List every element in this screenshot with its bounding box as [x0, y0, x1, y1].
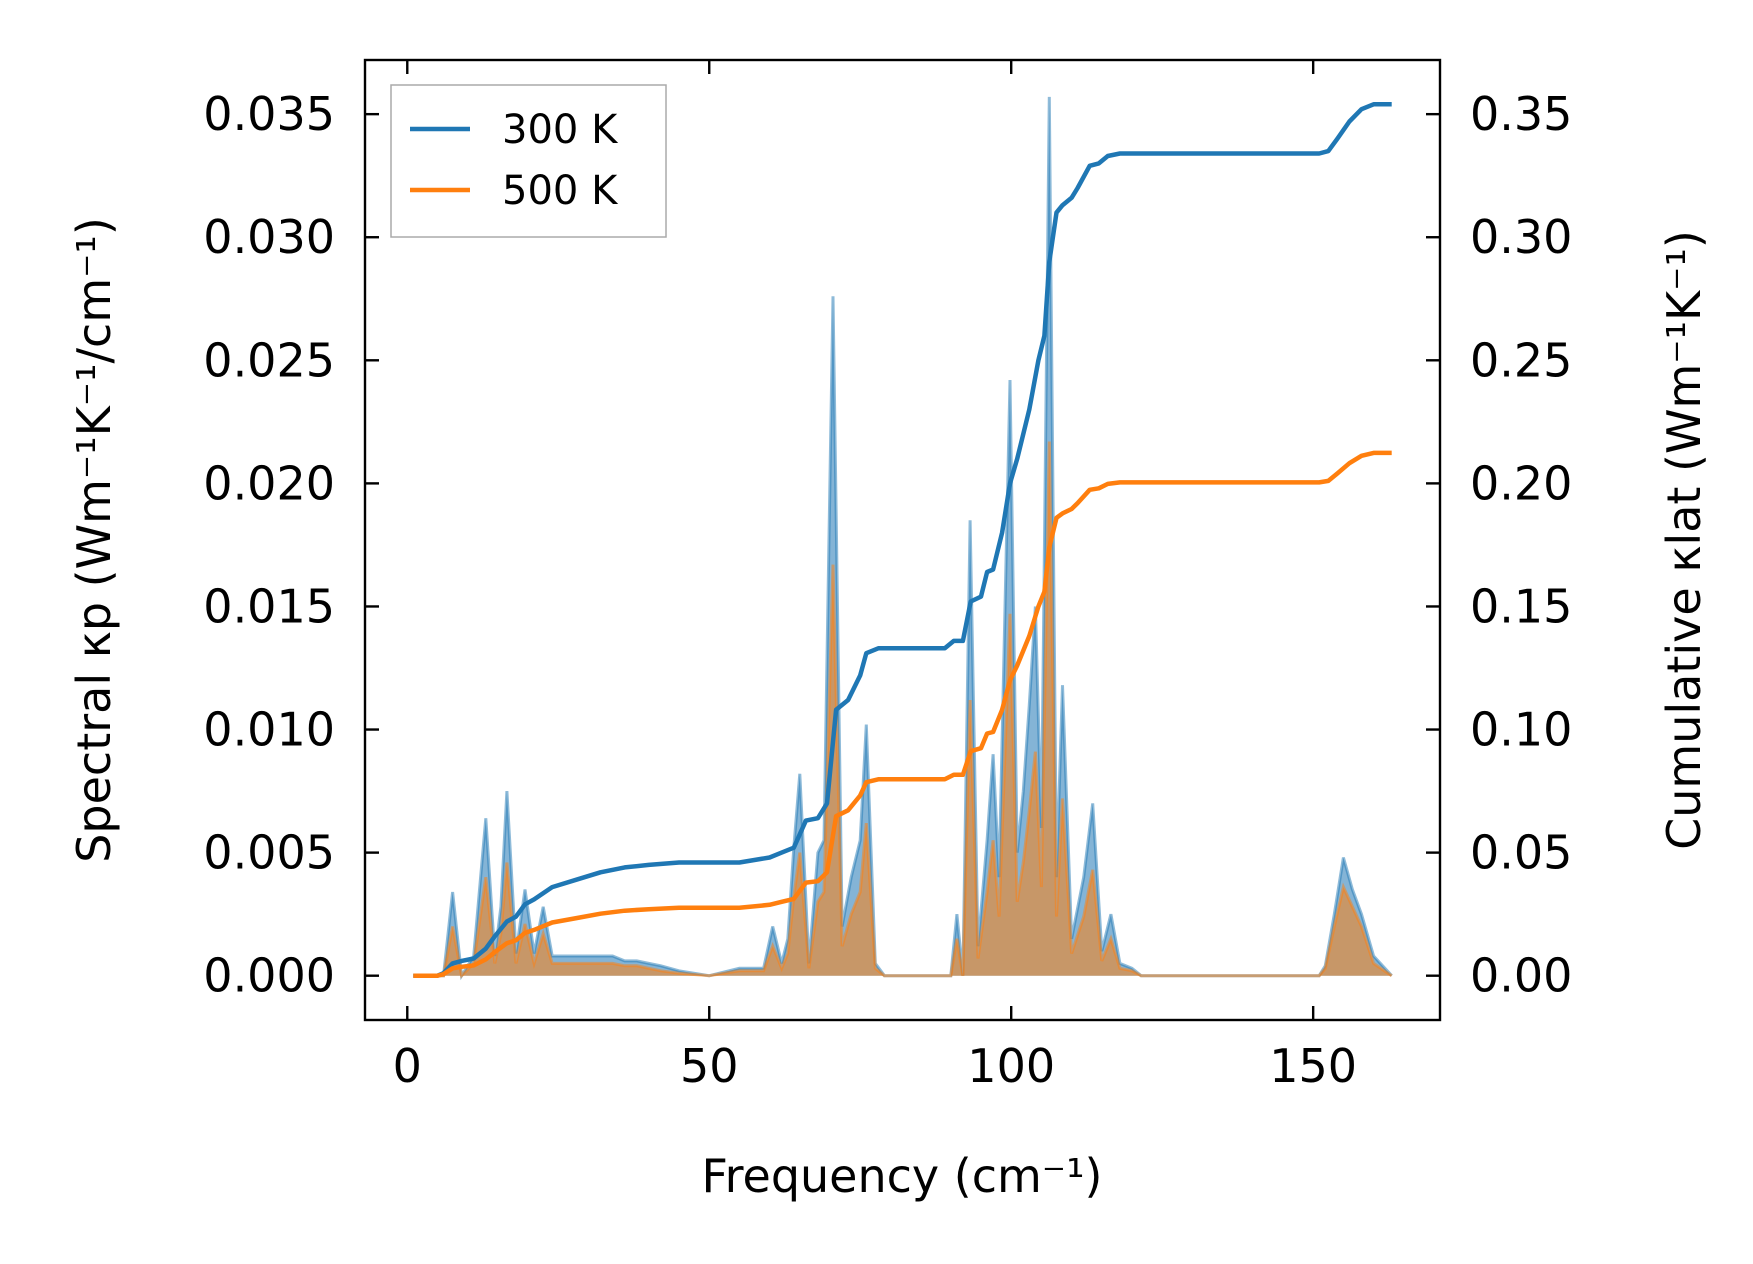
y-tick-label-left: 0.035 — [203, 87, 335, 141]
plot-frame — [363, 58, 1442, 1022]
ticks: 0 50 100 150 0.000 0.005 0.010 0.015 0.020 0.025 0… — [203, 60, 1572, 1093]
y-tick-label-left: 0.025 — [203, 333, 335, 387]
x-axis-label: Frequency (cm⁻¹) — [702, 1149, 1103, 1203]
y-tick-label-right: 0.05 — [1470, 826, 1572, 880]
y-tick-label-left: 0.005 — [203, 826, 335, 880]
x-tick-label: 100 — [967, 1039, 1055, 1093]
cumulative-lines — [413, 102, 1392, 978]
y-tick-label-right: 0.00 — [1470, 949, 1572, 1003]
spectral-area-500K — [413, 441, 1392, 976]
y-axis-label-left: Spectral κp (Wm⁻¹K⁻¹/cm⁻¹) — [67, 217, 121, 863]
y-tick-label-right: 0.20 — [1470, 456, 1572, 510]
y-tick-label-left: 0.010 — [203, 703, 335, 757]
spectral-outline-500K — [413, 441, 1393, 979]
y-tick-label-right: 0.30 — [1470, 210, 1572, 264]
y-axis-label-right: Cumulative κlat (Wm⁻¹K⁻¹) — [1657, 230, 1711, 850]
y-tick-label-right: 0.15 — [1470, 579, 1572, 633]
x-tick-label: 50 — [680, 1039, 739, 1093]
y-tick-label-right: 0.10 — [1470, 703, 1572, 757]
y-tick-label-left: 0.000 — [203, 949, 335, 1003]
y-tick-label-left: 0.020 — [203, 456, 335, 510]
legend-label-500K: 500 K — [502, 168, 619, 214]
x-tick-label: 0 — [393, 1039, 422, 1093]
legend-label-300K: 300 K — [502, 107, 619, 153]
cumulative-line-300K — [413, 102, 1392, 978]
y-tick-label-right: 0.35 — [1470, 87, 1572, 141]
y-tick-label-left: 0.030 — [203, 210, 335, 264]
y-tick-label-left: 0.015 — [203, 579, 335, 633]
y-tick-label-right: 0.25 — [1470, 333, 1572, 387]
cumulative-line-500K — [413, 450, 1392, 978]
legend: 300 K 500 K — [390, 84, 667, 238]
x-tick-label: 150 — [1269, 1039, 1357, 1093]
legend-box — [390, 84, 667, 238]
